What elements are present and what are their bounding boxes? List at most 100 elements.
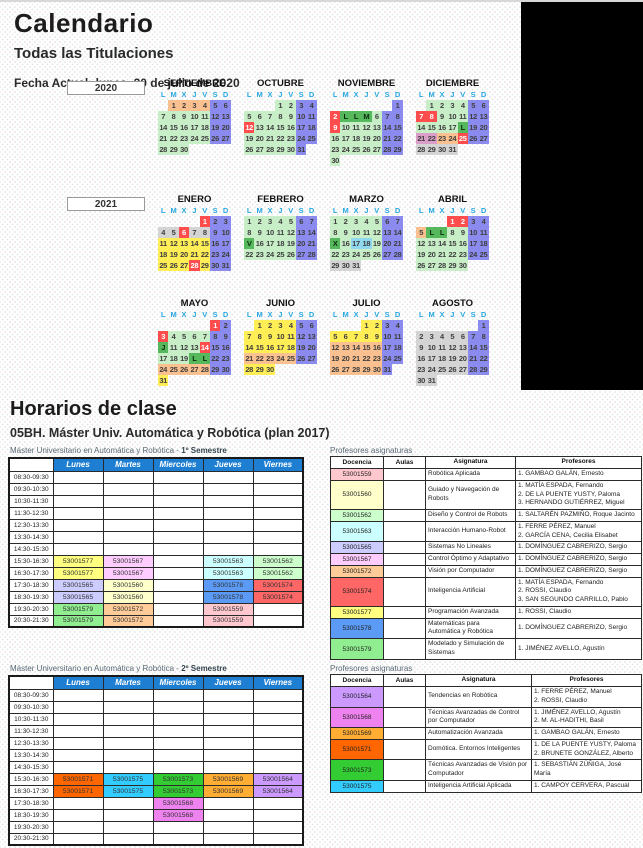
day-cell: 2 (264, 320, 276, 331)
course-code-cell[interactable]: 53001571 (330, 738, 384, 761)
course-code-cell[interactable]: 53001565 (330, 541, 384, 555)
timetable-course-cell[interactable]: 53001560 (102, 578, 154, 592)
day-cell: 14 (392, 227, 403, 238)
course-code-cell[interactable]: 53001574 (330, 576, 384, 607)
timetable-course-cell[interactable]: 53001568 (152, 796, 204, 810)
professors-cell: 1. DOMÍNGUEZ CABRERIZO, Sergio (515, 617, 642, 640)
course-code-cell[interactable]: 53001564 (330, 686, 384, 708)
course-code-cell[interactable]: 53001567 (330, 553, 384, 566)
timetable-course-cell[interactable]: 53001560 (102, 590, 154, 604)
timetable-corner-cell (8, 457, 54, 472)
day-cell: 16 (264, 342, 276, 353)
timetable-course-cell[interactable]: 53001573 (152, 772, 204, 786)
day-cell: 24 (275, 353, 286, 364)
timetable-course-cell[interactable]: 53001578 (202, 578, 254, 592)
day-cell-empty (437, 320, 447, 331)
day-cell-empty (468, 320, 478, 331)
day-cell: 29 (168, 144, 179, 155)
course-code-cell[interactable]: 53001572 (330, 564, 384, 578)
timetable-course-cell[interactable]: 53001565 (52, 590, 104, 604)
timetable-course-cell[interactable]: 53001563 (202, 566, 254, 580)
timetable-empty-cell (202, 518, 254, 532)
timetable-course-cell[interactable]: 53001579 (52, 614, 104, 628)
course-code-cell[interactable]: 53001559 (330, 468, 384, 481)
day-cell: 5 (285, 216, 296, 227)
timetable-course-cell[interactable]: 53001575 (102, 784, 154, 798)
course-code-cell[interactable]: 53001563 (330, 520, 384, 543)
course-code-cell[interactable]: 53001577 (330, 605, 384, 619)
day-cell: 8 (392, 111, 403, 122)
day-cell: 29 (478, 364, 489, 375)
timetable-course-cell[interactable]: 53001563 (202, 554, 254, 568)
timetable-empty-cell (252, 542, 304, 556)
timetable-course-cell[interactable]: 53001562 (252, 566, 304, 580)
months-row: ENERO L M X J V S D 1 2 3 4 5 6 7 8 9 10 11 12 13 14 15 16 17 18 1… (158, 194, 521, 271)
month-grid: L M X J V S D 1 2 3 4 5 6 7 8 9 10 11 12 13 14 15 16 17 18 19 20 21… (416, 309, 489, 386)
timetable-course-cell[interactable]: 53001578 (202, 590, 254, 604)
course-code-cell[interactable]: 53001568 (330, 706, 384, 729)
day-cell: 18 (285, 342, 296, 353)
course-code-cell[interactable]: 53001573 (330, 759, 384, 781)
day-cell: 28 (306, 249, 317, 260)
day-cell: 14 (467, 342, 479, 353)
year-box[interactable]: 2021 (67, 197, 145, 211)
day-cell: 30 (264, 364, 276, 375)
year-box[interactable]: 2020 (67, 81, 145, 95)
day-cell-empty (426, 216, 436, 227)
subject-cell: Inteligencia Artificial Aplicada (425, 779, 532, 793)
timetable-course-cell[interactable]: 53001571 (52, 784, 104, 798)
day-cell: 13 (295, 227, 307, 238)
professor-name: 1. JIMÉNEZ AVELLO, Agustín (534, 708, 621, 716)
timetable-course-cell[interactable]: 53001574 (252, 590, 304, 604)
day-cell: 16 (416, 353, 427, 364)
timetable-course-cell[interactable]: 53001571 (52, 772, 104, 786)
timetable-course-cell[interactable]: 53001569 (202, 772, 254, 786)
timetable-course-cell[interactable]: 53001568 (152, 808, 204, 822)
day-cell: L (457, 122, 468, 133)
timetable-course-cell[interactable]: 53001564 (252, 784, 304, 798)
course-code-cell[interactable]: 53001578 (330, 617, 384, 640)
weekday-letter: S (212, 310, 218, 319)
day-cell: 7 (392, 216, 403, 227)
day-cell: 15 (209, 342, 221, 353)
timetable-course-cell[interactable]: 53001573 (152, 784, 204, 798)
day-cell: 1 (330, 216, 341, 227)
day-cell: 25 (436, 364, 448, 375)
timetable-course-cell[interactable]: 53001562 (252, 554, 304, 568)
day-cell: 5 (447, 331, 458, 342)
day-cell: 28 (416, 144, 427, 155)
day-cell: 20 (340, 353, 351, 364)
course-code-cell[interactable]: 53001579 (330, 638, 384, 660)
timetable-course-cell[interactable]: 53001574 (252, 578, 304, 592)
timetable-course-cell[interactable]: 53001577 (52, 566, 104, 580)
timetable-course-cell[interactable]: 53001559 (202, 602, 254, 616)
day-cell: 24 (381, 353, 393, 364)
timetable-course-cell[interactable]: 53001569 (202, 784, 254, 798)
timetable-course-cell[interactable]: 53001575 (102, 772, 154, 786)
timetable-course-cell[interactable]: 53001579 (52, 602, 104, 616)
day-cell: 27 (457, 364, 468, 375)
day-cell: 29 (426, 144, 437, 155)
timetable-course-cell[interactable]: 53001572 (102, 602, 154, 616)
timetable-course-cell[interactable]: 53001567 (102, 554, 154, 568)
course-code-cell[interactable]: 53001562 (330, 509, 384, 522)
timetable-course-cell[interactable]: 53001564 (252, 772, 304, 786)
timetable-empty-cell (102, 688, 154, 702)
timetable-course-cell[interactable]: 53001559 (202, 614, 254, 628)
course-code-cell[interactable]: 53001569 (330, 727, 384, 740)
day-cell: 19 (209, 122, 221, 133)
timetable-course-cell[interactable]: 53001577 (52, 554, 104, 568)
day-cell: 28 (158, 144, 169, 155)
timetable-course-cell[interactable]: 53001572 (102, 614, 154, 628)
day-cell: 14 (189, 238, 200, 249)
professor-name: 3. HERNANDO GUTIÉRREZ, Miguel (518, 499, 625, 507)
weekday-letter: V (288, 90, 294, 99)
course-code-cell[interactable]: 53001575 (330, 779, 384, 793)
timetable-course-cell[interactable]: 53001565 (52, 578, 104, 592)
timetable-course-cell[interactable]: 53001567 (102, 566, 154, 580)
time-slot-label: 08:30-09:30 (8, 470, 54, 484)
timetable-day-header: Jueves (202, 675, 254, 690)
day-cell: 8 (426, 111, 437, 122)
course-code-cell[interactable]: 53001560 (330, 479, 384, 511)
day-cell: 20 (457, 353, 468, 364)
